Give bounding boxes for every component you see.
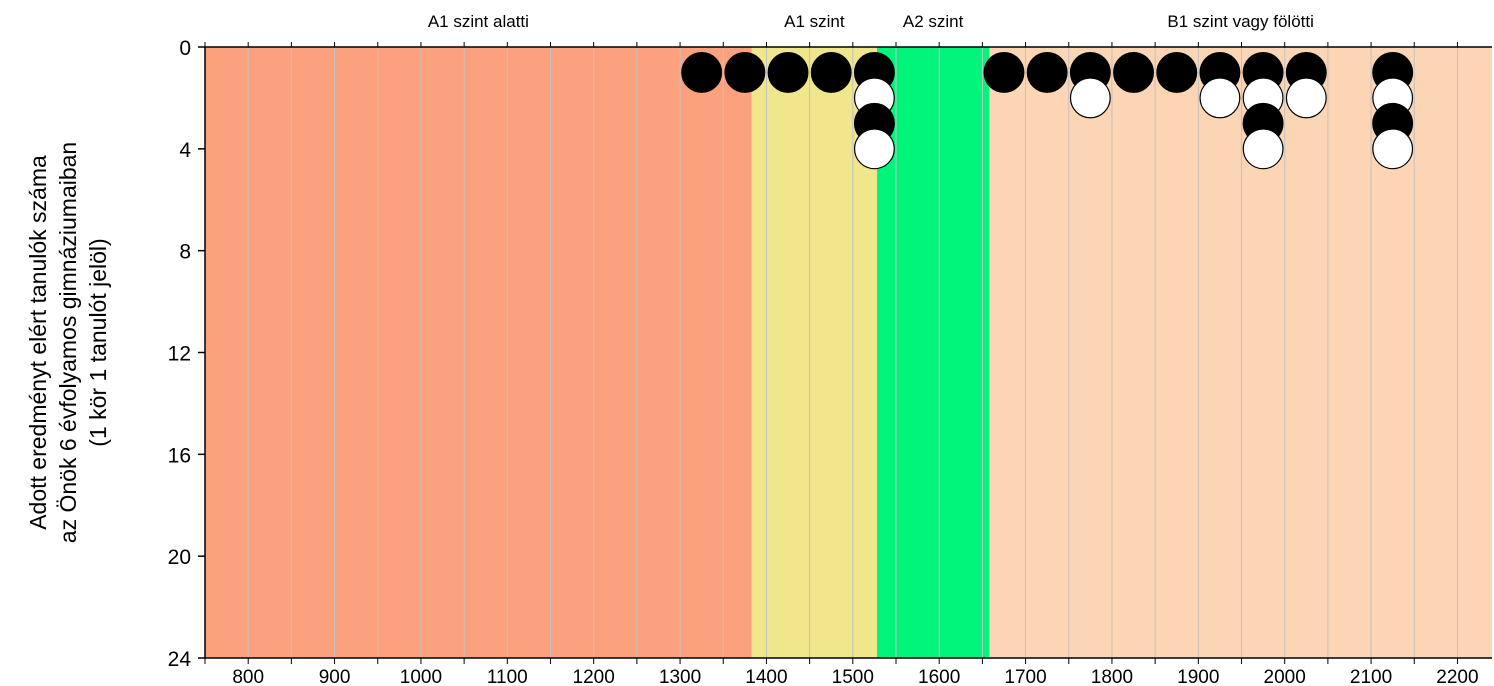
- y-tick-label-5: 20: [168, 546, 191, 569]
- y-axis-label-line-2: (1 kör 1 tanulót jelöl): [85, 238, 111, 446]
- point-9: [1026, 52, 1068, 93]
- point-0: [681, 52, 723, 93]
- y-tick-label-4: 16: [168, 444, 191, 467]
- y-tick-label-0: 0: [179, 37, 191, 60]
- band-labels: A1 szint alatti A1 szint A2 szint B1 szint …: [428, 12, 1314, 31]
- x-tick-label-8: 1600: [918, 667, 960, 686]
- band-label-2: A2 szint: [903, 12, 964, 31]
- point-2: [767, 52, 809, 93]
- band-3: [989, 47, 1492, 658]
- point-7: [853, 128, 895, 170]
- x-axis-ticks: 800 900 1000 1100 1200 1300 1400 1500 1600 1700 18…: [232, 667, 1478, 686]
- point-19: [1242, 128, 1284, 170]
- x-tick-label-12: 2000: [1264, 667, 1306, 686]
- point-1: [724, 52, 766, 93]
- x-tick-label-0: 800: [232, 667, 264, 686]
- x-tick-label-4: 1200: [573, 667, 615, 686]
- x-tick-label-10: 1800: [1091, 667, 1133, 686]
- y-axis-ticks: 0 4 8 12 16 20 24: [168, 37, 205, 671]
- band-label-1: A1 szint: [784, 12, 845, 31]
- point-12: [1113, 52, 1154, 93]
- x-tick-label-1: 900: [319, 667, 351, 686]
- x-tick-label-5: 1300: [659, 667, 701, 686]
- y-axis-label-line-1: az Önök 6 évfolyamos gimnáziumaiban: [55, 142, 81, 543]
- y-tick-label-1: 4: [179, 139, 191, 162]
- x-tick-label-11: 1900: [1177, 667, 1219, 686]
- band-label-0: A1 szint alatti: [428, 12, 529, 31]
- point-13: [1156, 52, 1198, 93]
- x-tick-label-14: 2200: [1436, 667, 1478, 686]
- x-tick-label-13: 2100: [1350, 667, 1392, 686]
- x-tick-label-6: 1400: [745, 667, 787, 686]
- point-15: [1199, 77, 1241, 119]
- data-points: [681, 52, 1414, 170]
- point-8: [983, 52, 1025, 93]
- band-label-3: B1 szint vagy fölötti: [1167, 12, 1313, 31]
- y-tick-label-3: 12: [168, 343, 191, 366]
- level-bands: [205, 47, 1492, 658]
- band-2: [877, 47, 990, 658]
- x-tick-label-9: 1700: [1004, 667, 1046, 686]
- x-tick-label-3: 1100: [487, 667, 528, 686]
- grid-lines: [204, 47, 1458, 658]
- y-tick-label-2: 8: [179, 241, 191, 264]
- point-21: [1285, 77, 1327, 119]
- y-tick-label-6: 24: [168, 648, 192, 671]
- point-25: [1372, 128, 1414, 170]
- y-axis-label: Adott eredményt elért tanulók száma az Ön…: [25, 142, 111, 543]
- band-0: [205, 47, 752, 658]
- point-11: [1069, 77, 1111, 119]
- x-tick-label-2: 1000: [400, 667, 442, 686]
- x-tick-label-7: 1500: [832, 667, 874, 686]
- point-3: [810, 52, 852, 93]
- y-axis-label-line-0: Adott eredményt elért tanulók száma: [25, 155, 51, 530]
